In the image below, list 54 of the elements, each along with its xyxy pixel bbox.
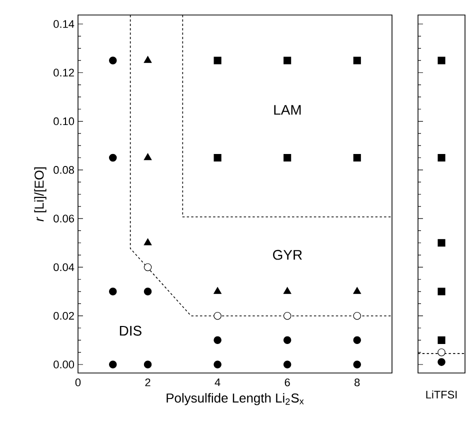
x-tick-label: 0 <box>75 378 81 386</box>
x-tick-label: 8 <box>354 378 360 386</box>
y-tick-label: 0.02 <box>54 312 74 320</box>
point <box>214 312 222 320</box>
point <box>214 56 222 64</box>
point <box>144 360 152 368</box>
point <box>214 360 222 368</box>
y-tick-label: 0.14 <box>54 20 74 28</box>
point <box>144 153 152 160</box>
x-tick-label: 6 <box>284 378 290 386</box>
point <box>353 336 361 344</box>
point <box>438 358 446 366</box>
annotation: LAM <box>274 105 301 115</box>
y-tick-label: 0.12 <box>54 68 74 77</box>
point <box>353 360 361 368</box>
point <box>284 56 292 64</box>
x-tick-label: 2 <box>145 378 150 386</box>
point <box>438 348 446 356</box>
point <box>214 154 222 162</box>
point <box>353 312 361 320</box>
annotation: DIS <box>120 326 142 336</box>
point <box>284 154 292 162</box>
point <box>109 56 117 64</box>
y-tick-label: 0.08 <box>54 166 74 174</box>
y-tick-label: 0.00 <box>54 360 74 368</box>
y-tick-label: 0.10 <box>54 117 74 126</box>
point <box>283 287 292 294</box>
point <box>353 287 362 294</box>
point <box>109 360 117 368</box>
point <box>214 336 222 344</box>
point <box>438 288 446 296</box>
point <box>283 336 292 344</box>
point <box>438 154 446 162</box>
point <box>353 56 361 64</box>
x-tick-label: LiTFSI <box>426 390 457 399</box>
point <box>283 360 292 368</box>
point <box>214 287 222 294</box>
y-tick-label: 0.04 <box>54 263 74 272</box>
point <box>144 238 152 246</box>
point <box>283 312 292 320</box>
point <box>438 336 446 344</box>
point <box>144 56 152 63</box>
y-tick-label: 0.06 <box>54 214 74 222</box>
point <box>144 288 152 296</box>
point <box>438 239 446 247</box>
point <box>438 56 446 64</box>
y-axis-title: r [Li]/[EO] <box>34 167 46 222</box>
x-axis-title: Polysulfide Length Li$_{2}$S$_{x}$ <box>166 393 304 406</box>
point <box>109 154 117 162</box>
point <box>109 288 117 296</box>
point <box>144 263 152 272</box>
point <box>353 154 361 162</box>
x-tick-label: 4 <box>214 378 220 386</box>
annotation: GYR <box>273 250 302 260</box>
